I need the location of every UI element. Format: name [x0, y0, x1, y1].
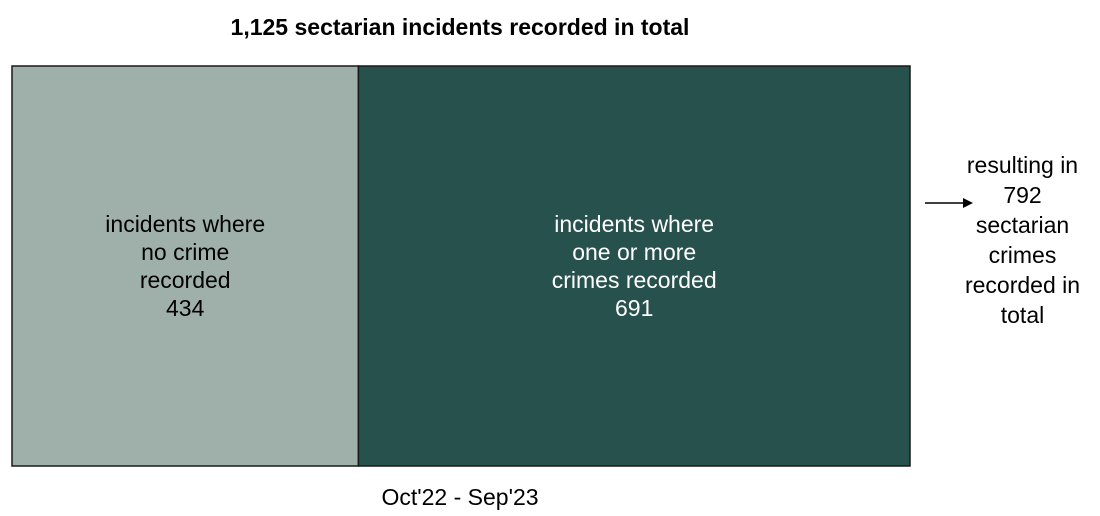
annotation-line: recorded in	[964, 272, 1081, 298]
chart-title: 1,125 sectarian incidents recorded in to…	[230, 14, 690, 40]
segment-label-line: no crime	[141, 239, 230, 265]
annotation-line: crimes	[988, 242, 1057, 268]
segment-label-no-crime: incidents where no crime recorded 434	[12, 66, 358, 466]
x-axis-label: Oct'22 - Sep'23	[381, 484, 539, 510]
right-arrow-icon	[925, 198, 973, 208]
annotation-line: sectarian	[975, 212, 1070, 238]
segment-value-label: 434	[166, 295, 205, 321]
annotation-line: 792	[1003, 182, 1042, 208]
segment-value-label: 691	[615, 295, 654, 321]
segment-label-line: one or more	[572, 239, 697, 265]
annotation-line: resulting in	[966, 152, 1079, 178]
annotation-line: total	[1000, 302, 1045, 328]
segment-label-line: crimes recorded	[551, 267, 717, 293]
segment-label-line: incidents where	[554, 211, 715, 237]
segment-label-line: recorded	[139, 267, 231, 293]
segment-label-line: incidents where	[105, 211, 266, 237]
segment-label-crime-recorded: incidents where one or more crimes recor…	[358, 66, 910, 466]
crimes-total-annotation: resulting in 792 sectarian crimes record…	[945, 150, 1100, 330]
bar-segment-crime-recorded	[357, 65, 911, 467]
bar-segment-no-crime	[11, 65, 360, 467]
